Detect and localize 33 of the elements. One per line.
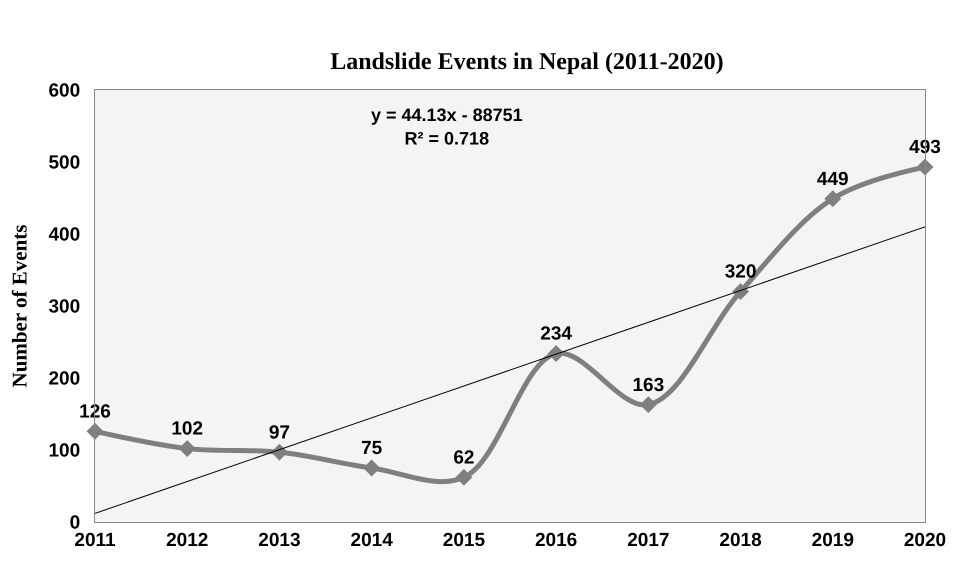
data-label: 97 <box>268 422 290 444</box>
point <box>178 440 196 458</box>
data-label: 493 <box>909 137 941 158</box>
x-tick-label: 2019 <box>812 530 854 551</box>
y-tick-label: 100 <box>48 440 80 462</box>
x-tick-label: 2013 <box>258 530 301 551</box>
point <box>455 468 472 486</box>
y-tick-label: 200 <box>48 368 80 390</box>
y-axis-title: Number of Events <box>8 224 32 388</box>
data-label: 449 <box>816 168 849 190</box>
y-tick-label: 400 <box>48 224 80 246</box>
point <box>824 190 842 208</box>
y-tick-label: 600 <box>48 80 80 102</box>
point <box>86 422 104 440</box>
data-label: 163 <box>632 374 664 396</box>
x-tick-label: 2018 <box>719 530 762 551</box>
x-tick-label: 2017 <box>627 530 670 551</box>
x-tick-label: 2015 <box>442 530 486 551</box>
data-label: 75 <box>361 438 383 460</box>
data-label: 102 <box>171 418 204 440</box>
y-tick-label: 300 <box>48 296 80 318</box>
annotation: y = 44.13x - 88751 R² = 0.718 <box>371 105 523 148</box>
data-label: 320 <box>724 262 756 283</box>
y-tick-label: 500 <box>48 152 80 174</box>
data-label: 234 <box>540 324 572 345</box>
x-tick-label: 2020 <box>904 530 946 551</box>
x-tick-label: 2016 <box>534 530 578 551</box>
data-label: 62 <box>453 447 474 468</box>
x-tick-label: 2012 <box>166 530 208 551</box>
data-label: 126 <box>79 401 111 422</box>
point <box>363 460 380 476</box>
x-tick-label: 2014 <box>350 530 394 551</box>
chart-title: Landslide Events in Nepal (2011-2020) <box>330 49 724 76</box>
